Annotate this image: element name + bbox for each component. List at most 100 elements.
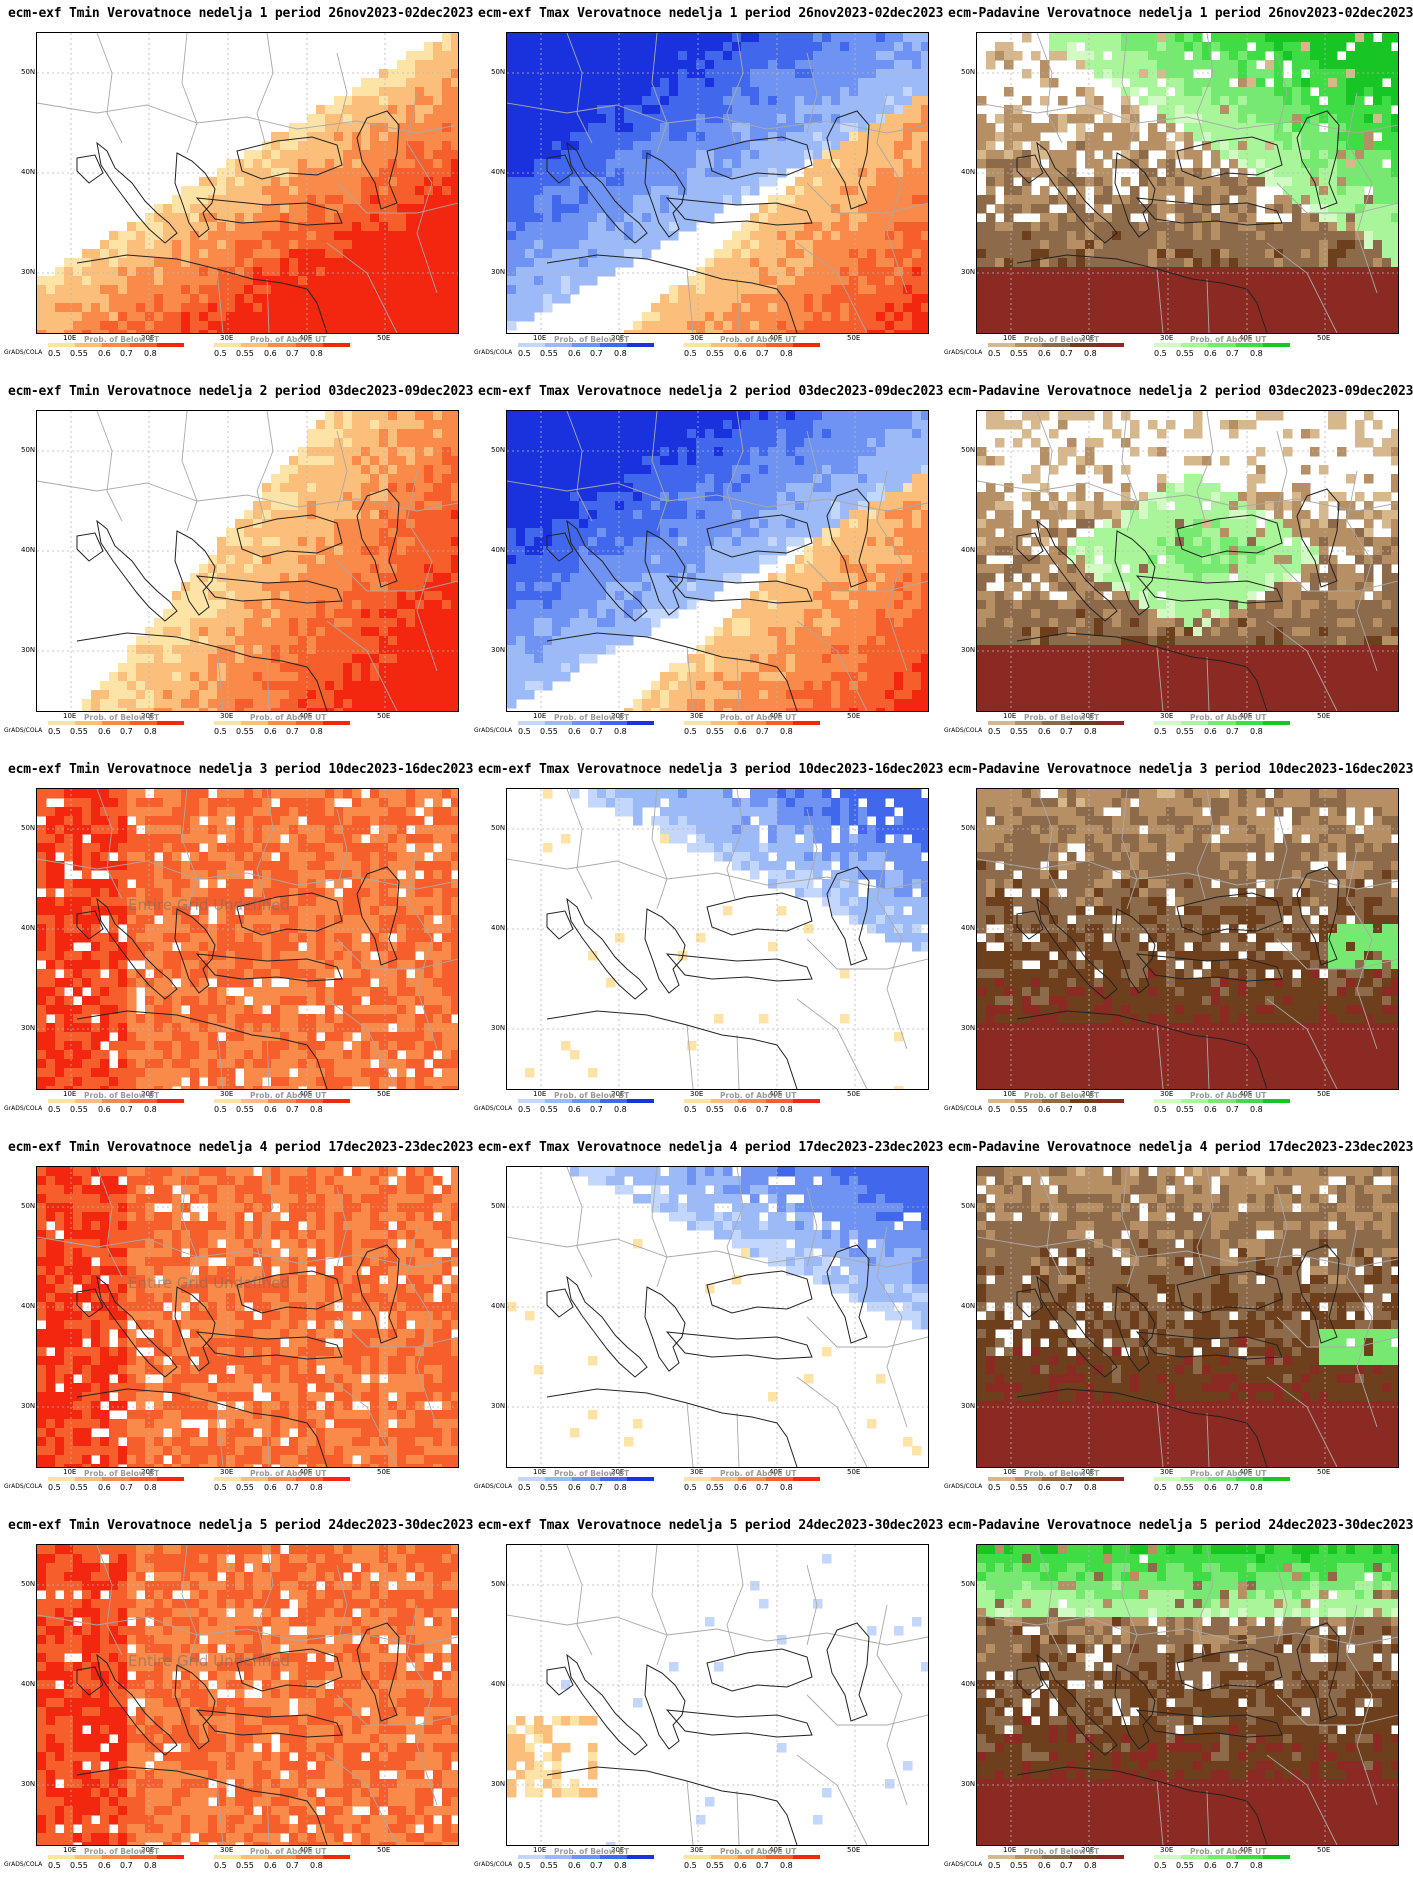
legend-value: 0.7 bbox=[1226, 1105, 1239, 1114]
lon-tick-label: 50E bbox=[1317, 1846, 1331, 1854]
legend-swatch bbox=[572, 1099, 600, 1103]
legend-swatch bbox=[214, 1099, 242, 1103]
graticule bbox=[507, 1545, 928, 1845]
lon-tick-label: 10E bbox=[533, 334, 547, 342]
country-borders bbox=[977, 789, 1398, 1089]
legend-swatch bbox=[241, 1477, 269, 1481]
lon-tick-label: 50E bbox=[1317, 1468, 1331, 1476]
lon-tick-label: 40E bbox=[769, 334, 783, 342]
legend-value: 0.5 bbox=[518, 1105, 531, 1114]
legend-swatch bbox=[1069, 721, 1097, 725]
lat-tick-label: 40N bbox=[961, 546, 976, 554]
lon-tick-label: 50E bbox=[377, 1846, 391, 1854]
legend-swatch bbox=[1154, 1477, 1182, 1481]
legend-swatch bbox=[295, 1099, 323, 1103]
lat-tick-label: 40N bbox=[491, 1680, 506, 1688]
legend-value: 0.6 bbox=[1038, 1483, 1051, 1492]
panel-title: ecm-Padavine Verovatnoce nedelja 2 perio… bbox=[948, 384, 1413, 399]
lon-tick-label: 20E bbox=[141, 1468, 155, 1476]
legend-value: 0.55 bbox=[70, 1105, 88, 1114]
legend-value: 0.5 bbox=[214, 1105, 227, 1114]
lon-tick-label: 30E bbox=[1160, 1468, 1174, 1476]
lat-tick-label: 50N bbox=[961, 1580, 976, 1588]
legend-swatch bbox=[322, 1855, 351, 1859]
legend-value: 0.6 bbox=[98, 349, 111, 358]
legend-swatch bbox=[738, 1099, 766, 1103]
probability-cells bbox=[507, 411, 928, 711]
legend-label-below: Prob. of Below BT bbox=[554, 335, 630, 344]
legend-value: 0.5 bbox=[988, 1105, 1001, 1114]
legend-swatch bbox=[988, 1477, 1016, 1481]
legend-value: 0.6 bbox=[264, 1105, 277, 1114]
legend-label-above: Prob. of Above UT bbox=[720, 713, 797, 722]
map-panel: ecm-exf Tmax Verovatnoce nedelja 1 perio… bbox=[470, 0, 943, 378]
lon-tick-label: 20E bbox=[611, 1846, 625, 1854]
panel-title: ecm-exf Tmin Verovatnoce nedelja 2 perio… bbox=[8, 384, 474, 399]
legend-value: 0.5 bbox=[518, 1483, 531, 1492]
legend-swatch bbox=[792, 343, 821, 347]
legend-swatch bbox=[765, 721, 793, 725]
panel-title: ecm-exf Tmax Verovatnoce nedelja 4 perio… bbox=[478, 1140, 944, 1155]
legend-swatch bbox=[765, 1477, 793, 1481]
legend-swatch bbox=[599, 1855, 627, 1859]
lon-tick-label: 30E bbox=[1160, 1090, 1174, 1098]
legend-bar-above bbox=[214, 721, 351, 725]
legend-value: 0.6 bbox=[734, 1861, 747, 1870]
legend-value: 0.8 bbox=[780, 349, 793, 358]
legend-bar-below bbox=[48, 721, 185, 725]
legend-value: 0.8 bbox=[144, 349, 157, 358]
legend-swatch bbox=[684, 1477, 712, 1481]
lat-tick-label: 50N bbox=[961, 446, 976, 454]
legend-bar-above bbox=[214, 1477, 351, 1481]
legend-label-below: Prob. of Below BT bbox=[1024, 1091, 1100, 1100]
panel-title: ecm-exf Tmax Verovatnoce nedelja 2 perio… bbox=[478, 384, 944, 399]
legend-swatch bbox=[599, 1099, 627, 1103]
legend-label-above: Prob. of Above UT bbox=[250, 1847, 327, 1856]
legend-value: 0.7 bbox=[120, 727, 133, 736]
legend-value: 0.7 bbox=[1060, 727, 1073, 736]
legend-swatch bbox=[322, 343, 351, 347]
legend-value: 0.7 bbox=[1226, 349, 1239, 358]
legend-value: 0.6 bbox=[1204, 349, 1217, 358]
legend-swatch bbox=[1069, 1855, 1097, 1859]
lat-tick-label: 40N bbox=[961, 1680, 976, 1688]
lon-tick-label: 50E bbox=[377, 334, 391, 342]
grads-credit: GrADS/COLA bbox=[944, 1105, 983, 1112]
probability-map bbox=[507, 1545, 928, 1845]
legend-swatch bbox=[102, 1855, 130, 1859]
legend-value: 0.5 bbox=[48, 1105, 61, 1114]
lat-tick-label: 30N bbox=[491, 1024, 506, 1032]
legend-label-below: Prob. of Below BT bbox=[1024, 713, 1100, 722]
map-frame bbox=[976, 32, 1399, 334]
legend-value: 0.7 bbox=[1060, 349, 1073, 358]
coastlines bbox=[1016, 110, 1340, 333]
graticule bbox=[977, 33, 1398, 333]
lon-tick-label: 30E bbox=[220, 334, 234, 342]
map-frame bbox=[506, 410, 929, 712]
lon-tick-label: 30E bbox=[690, 1846, 704, 1854]
legend-label-below: Prob. of Below BT bbox=[84, 1469, 160, 1478]
legend-label-above: Prob. of Above UT bbox=[720, 1847, 797, 1856]
legend-bar-below bbox=[988, 721, 1125, 725]
legend-swatch bbox=[792, 1855, 821, 1859]
lat-tick-label: 50N bbox=[961, 1202, 976, 1210]
legend-swatch bbox=[75, 721, 103, 725]
probability-cells bbox=[507, 1554, 928, 1845]
legend-value: 0.55 bbox=[70, 349, 88, 358]
legend-value: 0.7 bbox=[120, 1105, 133, 1114]
lon-tick-label: 40E bbox=[769, 1846, 783, 1854]
map-panel: ecm-exf Tmax Verovatnoce nedelja 5 perio… bbox=[470, 1512, 943, 1890]
legend-swatch bbox=[1042, 1477, 1070, 1481]
legend-value: 0.7 bbox=[590, 1105, 603, 1114]
probability-cells bbox=[37, 33, 458, 333]
legend-swatch bbox=[1096, 343, 1125, 347]
legend-label-above: Prob. of Above UT bbox=[1190, 1469, 1267, 1478]
panel-title: ecm-Padavine Verovatnoce nedelja 1 perio… bbox=[948, 6, 1413, 21]
legend-value: 0.7 bbox=[1226, 727, 1239, 736]
legend-swatch bbox=[1069, 1099, 1097, 1103]
legend-value: 0.8 bbox=[780, 1483, 793, 1492]
lat-tick-label: 30N bbox=[491, 1780, 506, 1788]
legend-label-above: Prob. of Above UT bbox=[720, 1091, 797, 1100]
legend-swatch bbox=[1262, 1477, 1291, 1481]
legend-bar-below bbox=[988, 343, 1125, 347]
